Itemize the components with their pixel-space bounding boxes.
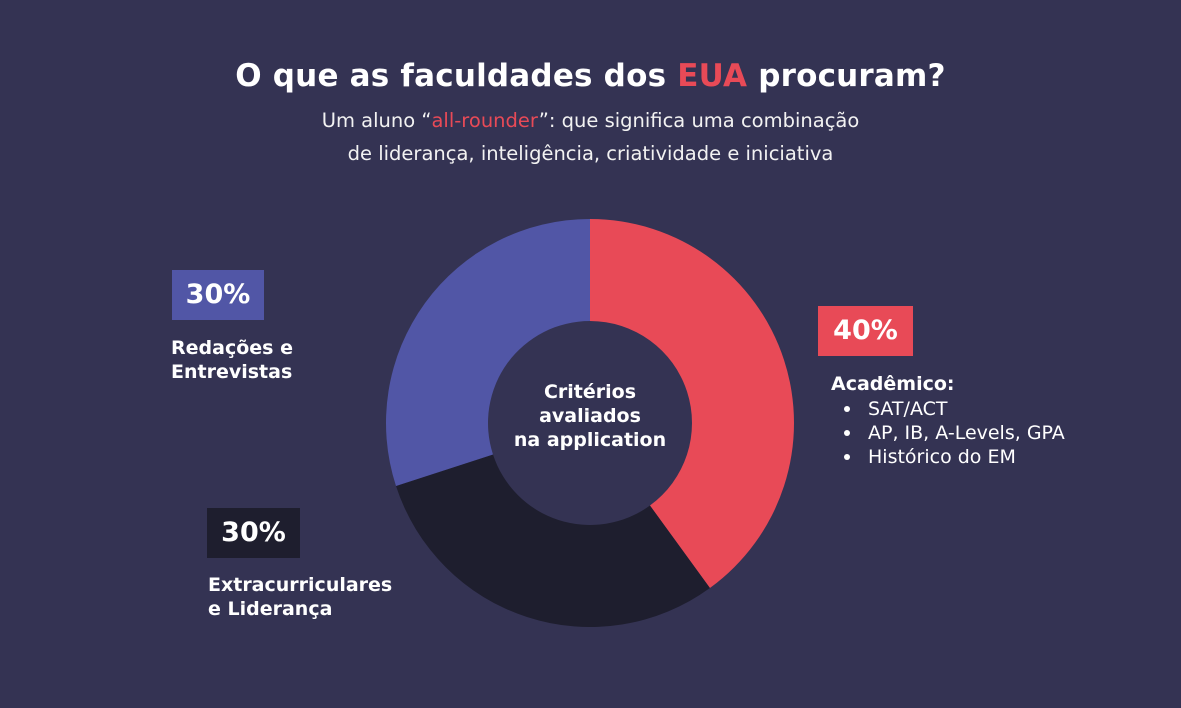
title-accent: EUA xyxy=(677,58,748,94)
donut-slice-academico xyxy=(590,219,795,589)
donut-center-label: Critérios avaliados na application xyxy=(480,380,700,452)
academico-bullet-list: SAT/ACT AP, IB, A-Levels, GPA Histórico … xyxy=(840,397,1065,469)
title-before: O que as faculdades dos xyxy=(235,58,678,94)
title-after: procuram? xyxy=(747,58,946,94)
center-label-line-1: Critérios xyxy=(543,381,637,403)
extracurriculares-line-1: Extracurriculares xyxy=(208,574,393,596)
percent-badge-academico: 40% xyxy=(818,306,913,356)
donut-slice-redacoes xyxy=(386,219,590,487)
donut-slice-extracurriculares xyxy=(395,454,710,628)
extracurriculares-line-2: e Liderança xyxy=(208,598,333,620)
category-label-redacoes: Redações e Entrevistas xyxy=(171,336,293,384)
list-item: Histórico do EM xyxy=(840,445,1065,469)
category-label-extracurriculares: Extracurriculares e Liderança xyxy=(208,573,392,621)
center-label-line-2: avaliados xyxy=(539,405,641,427)
subtitle-line-2: de liderança, inteligência, criatividade… xyxy=(347,142,834,165)
redacoes-line-2: Entrevistas xyxy=(171,361,293,383)
page-title: O que as faculdades dos EUA procuram? xyxy=(0,58,1181,94)
category-label-academico: Acadêmico: xyxy=(831,373,955,395)
list-item: SAT/ACT xyxy=(840,397,1065,421)
subtitle-before: Um aluno “ xyxy=(321,109,432,132)
redacoes-line-1: Redações e xyxy=(171,337,293,359)
percent-badge-extracurriculares: 30% xyxy=(207,508,300,558)
center-label-line-3: na application xyxy=(513,429,667,451)
subtitle-line-1: Um aluno “all-rounder”: que significa um… xyxy=(0,109,1181,132)
list-item: AP, IB, A-Levels, GPA xyxy=(840,421,1065,445)
subtitle-accent: all-rounder xyxy=(431,109,539,132)
subtitle-after: ”: que significa uma combinação xyxy=(538,109,860,132)
percent-badge-redacoes: 30% xyxy=(172,270,264,320)
